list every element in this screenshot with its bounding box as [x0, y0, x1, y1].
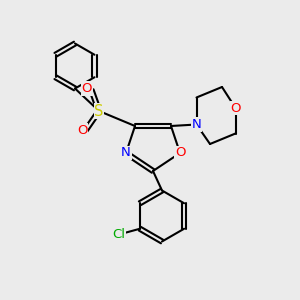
Text: O: O: [77, 124, 88, 137]
Text: O: O: [175, 146, 185, 160]
Text: N: N: [121, 146, 131, 160]
Text: O: O: [82, 82, 92, 95]
Text: N: N: [192, 118, 201, 131]
Text: S: S: [94, 103, 104, 118]
Text: O: O: [230, 101, 241, 115]
Text: Cl: Cl: [112, 228, 125, 241]
